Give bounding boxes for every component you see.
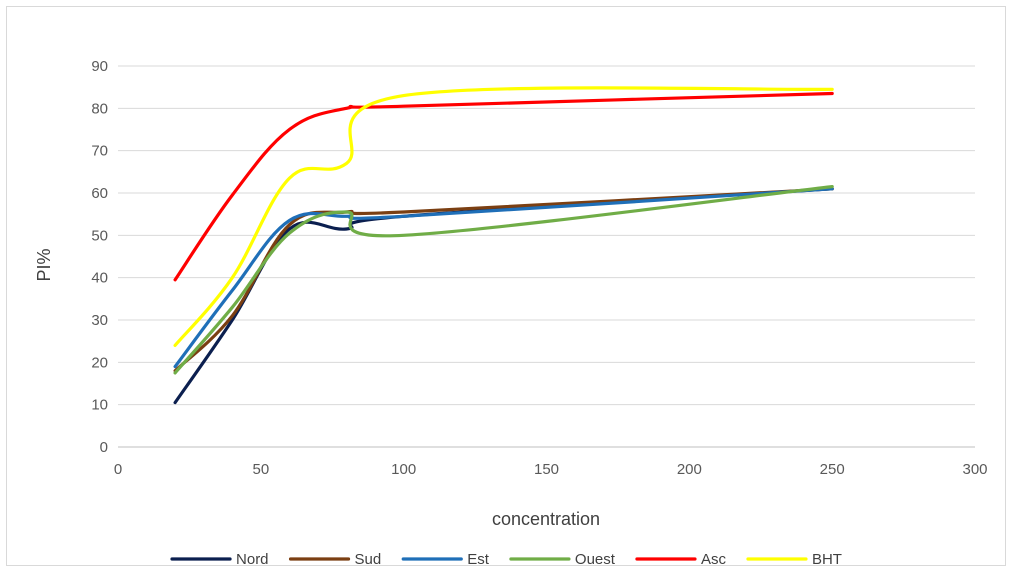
line-chart: 0 10 20 30 40 50 60 70 80 90 0 50 100 150 200 250 300 c… bbox=[34, 58, 988, 567]
legend-label: Ouest bbox=[575, 551, 616, 567]
x-tick-label: 100 bbox=[391, 461, 416, 478]
y-tick-label: 70 bbox=[91, 143, 108, 160]
legend-label: Asc bbox=[701, 551, 727, 567]
y-axis-title: PI% bbox=[34, 248, 54, 281]
series-line-sud bbox=[173, 187, 834, 373]
series-lines bbox=[173, 86, 834, 405]
y-tick-label: 50 bbox=[91, 227, 108, 244]
x-tick-labels: 0 50 100 150 200 250 300 bbox=[114, 461, 988, 478]
legend: Nord Sud Est Ouest Asc BHT bbox=[170, 551, 842, 567]
y-tick-label: 80 bbox=[91, 100, 108, 117]
chart-frame: 0 10 20 30 40 50 60 70 80 90 0 50 100 150 200 250 300 c… bbox=[6, 6, 1006, 567]
legend-label: Est bbox=[467, 551, 490, 567]
x-tick-label: 200 bbox=[677, 461, 702, 478]
series-line-est bbox=[173, 187, 834, 369]
x-tick-label: 250 bbox=[820, 461, 845, 478]
series-line-nord bbox=[173, 187, 834, 405]
legend-label: BHT bbox=[812, 551, 842, 567]
y-tick-label: 40 bbox=[91, 270, 108, 287]
x-tick-label: 150 bbox=[534, 461, 559, 478]
y-tick-label: 0 bbox=[100, 439, 108, 456]
y-tick-label: 60 bbox=[91, 185, 108, 202]
x-axis-title: concentration bbox=[492, 509, 600, 529]
series-line-bht bbox=[173, 86, 834, 347]
x-tick-label: 300 bbox=[962, 461, 987, 478]
y-tick-labels: 0 10 20 30 40 50 60 70 80 90 bbox=[91, 58, 108, 456]
y-tick-label: 90 bbox=[91, 58, 108, 75]
legend-label: Sud bbox=[355, 551, 382, 567]
x-tick-label: 50 bbox=[252, 461, 269, 478]
y-tick-label: 20 bbox=[91, 354, 108, 371]
series-line-asc bbox=[173, 91, 834, 282]
series-line-ouest bbox=[173, 185, 834, 375]
gridlines bbox=[118, 65, 975, 406]
y-tick-label: 30 bbox=[91, 312, 108, 329]
x-tick-label: 0 bbox=[114, 461, 122, 478]
legend-label: Nord bbox=[236, 551, 269, 567]
y-tick-label: 10 bbox=[91, 397, 108, 414]
